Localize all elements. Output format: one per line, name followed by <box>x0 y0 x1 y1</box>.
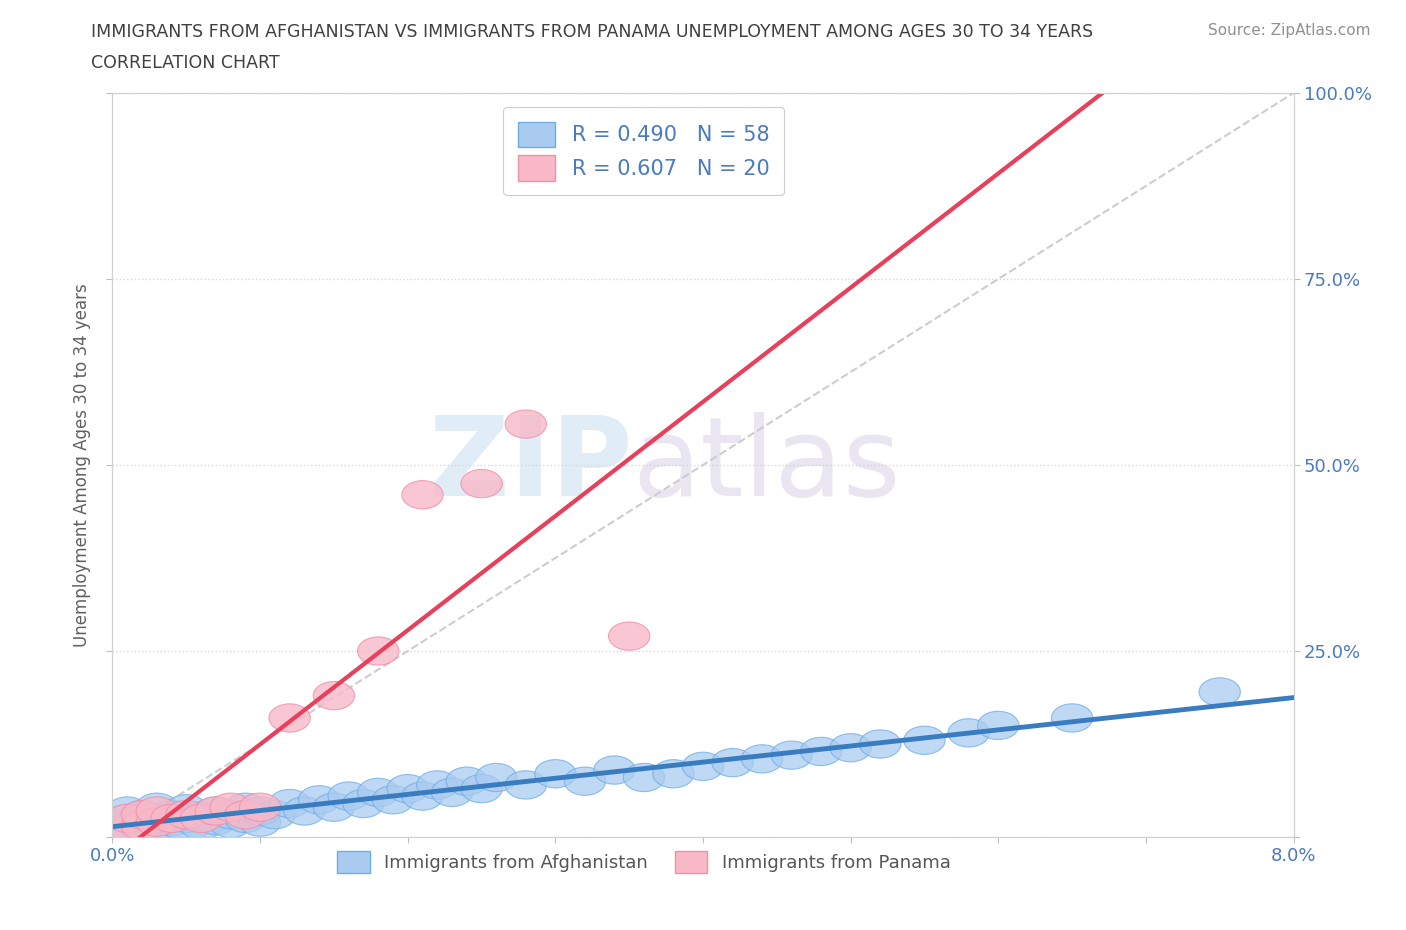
Ellipse shape <box>136 797 177 825</box>
Ellipse shape <box>195 797 236 825</box>
Ellipse shape <box>652 760 695 788</box>
Ellipse shape <box>343 790 384 817</box>
Ellipse shape <box>948 719 990 747</box>
Ellipse shape <box>609 622 650 650</box>
Text: CORRELATION CHART: CORRELATION CHART <box>91 54 280 72</box>
Ellipse shape <box>314 682 354 710</box>
Ellipse shape <box>209 809 252 838</box>
Ellipse shape <box>446 767 488 795</box>
Ellipse shape <box>830 734 872 762</box>
Ellipse shape <box>904 726 945 754</box>
Ellipse shape <box>166 801 207 829</box>
Ellipse shape <box>505 771 547 799</box>
Ellipse shape <box>711 749 754 777</box>
Ellipse shape <box>269 790 311 817</box>
Ellipse shape <box>107 804 148 832</box>
Ellipse shape <box>136 812 177 840</box>
Ellipse shape <box>461 775 502 803</box>
Ellipse shape <box>150 808 193 836</box>
Ellipse shape <box>239 797 281 825</box>
Ellipse shape <box>402 782 443 810</box>
Ellipse shape <box>121 808 163 836</box>
Ellipse shape <box>328 782 370 810</box>
Ellipse shape <box>357 637 399 665</box>
Ellipse shape <box>209 801 252 829</box>
Ellipse shape <box>387 775 429 803</box>
Ellipse shape <box>461 470 502 498</box>
Ellipse shape <box>180 812 222 840</box>
Ellipse shape <box>225 793 266 821</box>
Ellipse shape <box>107 797 148 825</box>
Ellipse shape <box>475 764 517 791</box>
Ellipse shape <box>121 801 163 829</box>
Ellipse shape <box>121 801 163 829</box>
Ellipse shape <box>977 711 1019 739</box>
Ellipse shape <box>505 410 547 438</box>
Ellipse shape <box>225 801 266 829</box>
Ellipse shape <box>166 804 207 832</box>
Ellipse shape <box>284 797 325 825</box>
Ellipse shape <box>166 816 207 844</box>
Ellipse shape <box>180 802 222 830</box>
Text: ZIP: ZIP <box>429 411 633 519</box>
Ellipse shape <box>180 804 222 832</box>
Ellipse shape <box>166 794 207 823</box>
Ellipse shape <box>107 816 148 844</box>
Ellipse shape <box>254 801 295 829</box>
Ellipse shape <box>195 797 236 825</box>
Ellipse shape <box>150 801 193 829</box>
Ellipse shape <box>136 808 177 836</box>
Legend: Immigrants from Afghanistan, Immigrants from Panama: Immigrants from Afghanistan, Immigrants … <box>330 844 957 880</box>
Ellipse shape <box>416 771 458 799</box>
Ellipse shape <box>373 786 413 814</box>
Ellipse shape <box>150 804 193 832</box>
Ellipse shape <box>121 816 163 844</box>
Ellipse shape <box>225 804 266 832</box>
Ellipse shape <box>209 793 252 821</box>
Ellipse shape <box>239 808 281 836</box>
Ellipse shape <box>593 756 636 784</box>
Ellipse shape <box>770 741 813 769</box>
Ellipse shape <box>107 812 148 840</box>
Text: atlas: atlas <box>633 411 901 519</box>
Ellipse shape <box>564 767 606 795</box>
Ellipse shape <box>859 730 901 758</box>
Ellipse shape <box>136 793 177 821</box>
Ellipse shape <box>357 778 399 806</box>
Ellipse shape <box>314 793 354 821</box>
Ellipse shape <box>195 806 236 835</box>
Ellipse shape <box>800 737 842 765</box>
Ellipse shape <box>623 764 665 791</box>
Ellipse shape <box>534 760 576 788</box>
Ellipse shape <box>239 793 281 821</box>
Text: Source: ZipAtlas.com: Source: ZipAtlas.com <box>1208 23 1371 38</box>
Ellipse shape <box>121 812 163 840</box>
Y-axis label: Unemployment Among Ages 30 to 34 years: Unemployment Among Ages 30 to 34 years <box>73 283 91 647</box>
Ellipse shape <box>107 804 148 832</box>
Ellipse shape <box>682 752 724 780</box>
Ellipse shape <box>298 786 340 814</box>
Ellipse shape <box>136 804 177 832</box>
Ellipse shape <box>269 704 311 732</box>
Ellipse shape <box>1052 704 1092 732</box>
Ellipse shape <box>1199 678 1240 706</box>
Ellipse shape <box>432 778 472 806</box>
Text: IMMIGRANTS FROM AFGHANISTAN VS IMMIGRANTS FROM PANAMA UNEMPLOYMENT AMONG AGES 30: IMMIGRANTS FROM AFGHANISTAN VS IMMIGRANT… <box>91 23 1094 41</box>
Ellipse shape <box>402 481 443 509</box>
Ellipse shape <box>741 745 783 773</box>
